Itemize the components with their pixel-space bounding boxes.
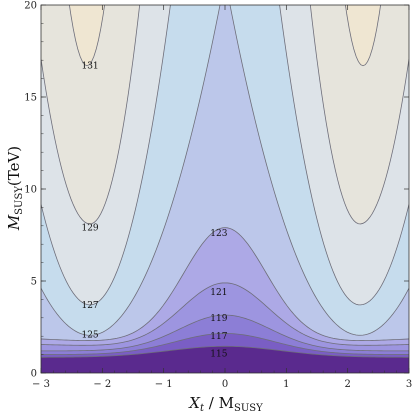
- y-tick-label: 5: [31, 277, 37, 288]
- contour-label-129: 129: [81, 224, 98, 234]
- contour-line-131: [69, 5, 381, 67]
- contour-line-123: [41, 227, 409, 341]
- contour-label-121: 121: [210, 288, 227, 298]
- contour-label-123: 123: [210, 229, 227, 239]
- contour-line-119: [41, 314, 409, 352]
- y-tick-label: 10: [24, 185, 37, 196]
- x-tick-label: 1: [283, 379, 289, 390]
- contour-band-125: [41, 5, 409, 373]
- contour-line-129: [41, 5, 409, 225]
- x-tick-label: 0: [222, 379, 228, 390]
- x-tick-label: − 1: [155, 379, 173, 390]
- plot-frame: [40, 4, 410, 374]
- contour-line-121: [41, 282, 409, 346]
- contour-line-125: [41, 5, 409, 336]
- contour-line-117: [41, 333, 409, 355]
- contour-label-117: 117: [210, 332, 227, 342]
- contour-label-125: 125: [81, 330, 98, 340]
- contour-label-127: 127: [81, 301, 98, 311]
- y-tick-label: 15: [24, 93, 37, 104]
- contour-label-131: 131: [81, 62, 98, 72]
- y-axis-title: MSUSY(TeV): [5, 146, 25, 231]
- y-tick-label: 0: [31, 369, 37, 380]
- x-tick-label: 2: [344, 379, 350, 390]
- contour-labels: 131 129 127 125 123 121 119 117 115: [81, 62, 227, 360]
- x-tick-label: − 3: [32, 379, 50, 390]
- contour-label-115: 115: [210, 350, 227, 360]
- y-tick-label: 20: [24, 1, 37, 12]
- x-tick-label: − 2: [93, 379, 111, 390]
- plot-area: [41, 5, 409, 373]
- x-axis-title: Xt / MSUSY: [188, 394, 263, 414]
- contour-label-119: 119: [210, 314, 227, 324]
- contour-band-115: [41, 346, 409, 373]
- x-tick-label: 3: [406, 379, 412, 390]
- contour-line-115: [41, 345, 409, 358]
- contour-line-127: [41, 5, 409, 306]
